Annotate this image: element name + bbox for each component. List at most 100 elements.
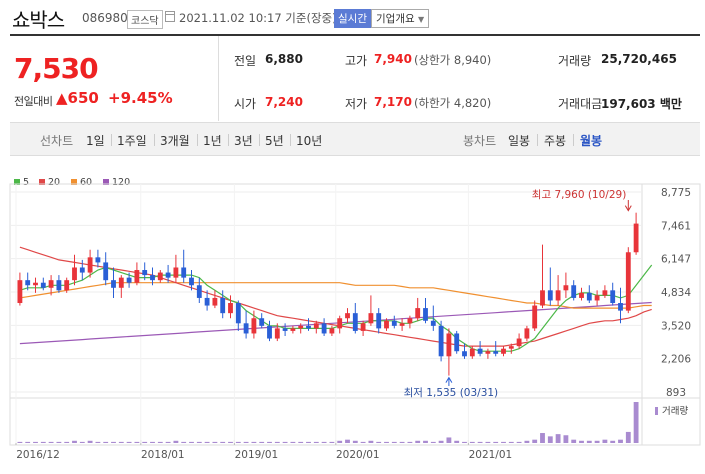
- volume-bar: [399, 441, 405, 443]
- candle-body: [391, 320, 397, 326]
- candle-body: [87, 257, 93, 273]
- volume-bar: [306, 441, 311, 443]
- volume-bar: [446, 437, 452, 443]
- period-1w[interactable]: 1주일: [117, 134, 147, 148]
- x-tick-label: 2019/01: [235, 449, 279, 461]
- open-label: 시가: [234, 97, 257, 111]
- volume-bar: [391, 441, 397, 443]
- legend-ma60-label: 60: [80, 177, 93, 188]
- low-label: 저가: [345, 97, 368, 111]
- candle-monthly[interactable]: 월봉: [580, 134, 603, 148]
- volume-bar: [220, 441, 226, 443]
- ma60-line: [19, 282, 652, 309]
- trade-value-label: 거래대금: [558, 97, 603, 111]
- ma20-line: [19, 246, 652, 347]
- volume-bar: [40, 441, 46, 443]
- high-label: 고가: [345, 54, 368, 68]
- chevron-down-icon: ▼: [417, 15, 425, 24]
- volume-bar: [274, 441, 280, 443]
- candle-body: [563, 285, 569, 291]
- volume-bar: [579, 440, 584, 443]
- volume-bar: [501, 441, 506, 443]
- candle-body: [251, 318, 257, 334]
- x-tick-label: 2021/01: [469, 449, 513, 461]
- candle-body: [290, 328, 296, 331]
- volume-bar: [165, 441, 171, 443]
- candle-body: [321, 323, 327, 334]
- volume-bar: [625, 431, 631, 443]
- volume-bar: [524, 440, 530, 443]
- volume-bar: [157, 441, 163, 443]
- divider: [259, 134, 260, 146]
- candle-body: [220, 297, 226, 314]
- candle-body: [95, 257, 101, 263]
- y-tick-label: 4,834: [661, 287, 691, 299]
- volume-bar: [56, 441, 62, 443]
- y-tick-label: 893: [666, 387, 686, 399]
- period-1d[interactable]: 1일: [86, 134, 105, 148]
- volume-bar: [415, 440, 421, 443]
- price-change-pct: +9.45%: [108, 89, 173, 107]
- quote-datetime: 2021.11.02 10:17 기준(장중): [179, 11, 337, 25]
- company-overview-dropdown[interactable]: 기업개요 ▼: [371, 9, 430, 28]
- volume-bar: [477, 441, 483, 443]
- volume-bar: [493, 441, 499, 443]
- candle-body: [540, 290, 545, 306]
- realtime-button[interactable]: 실시간: [334, 9, 371, 28]
- volume-bar: [181, 441, 187, 443]
- candle-body: [142, 270, 148, 276]
- low-value: 7,170: [374, 95, 412, 109]
- period-5y[interactable]: 5년: [265, 134, 284, 148]
- period-1y[interactable]: 1년: [203, 134, 222, 148]
- candle-body: [212, 297, 218, 306]
- quote-divider: [218, 36, 219, 121]
- max-annotation: 최고 7,960 (10/29): [532, 189, 627, 201]
- candle-body: [493, 351, 499, 354]
- candle-body: [625, 252, 631, 311]
- candle-body: [40, 282, 46, 288]
- legend-ma20-label: 20: [48, 177, 61, 188]
- period-toolbar: 선차트 1일 1주일 3개월 1년 3년 5년 10년 봉차트 일봉 주봉 월봉: [10, 122, 700, 156]
- stock-name: 쇼박스: [12, 8, 65, 32]
- volume-bar: [243, 441, 249, 443]
- divider: [197, 134, 198, 146]
- volume-bar: [134, 441, 140, 443]
- candle-body: [602, 290, 608, 296]
- candle-body: [64, 280, 70, 291]
- candle-body: [204, 297, 210, 306]
- legend-ma60: 60: [71, 177, 92, 188]
- candle-body: [282, 328, 288, 331]
- volume-bar: [33, 441, 38, 443]
- legend-ma120: 120: [103, 177, 130, 188]
- candle-body: [345, 313, 350, 319]
- candle-body: [48, 280, 54, 288]
- candle-weekly[interactable]: 주봉: [544, 134, 567, 148]
- volume-bar: [173, 440, 179, 443]
- candle-body: [329, 328, 335, 334]
- candle-body: [407, 318, 413, 324]
- candle-body: [360, 323, 366, 331]
- volume-bar: [555, 434, 561, 443]
- volume-bar: [516, 441, 522, 443]
- volume-bar: [212, 441, 218, 443]
- volume-bar: [352, 440, 358, 443]
- x-tick-label: 2018/01: [141, 449, 185, 461]
- candle-body: [150, 275, 155, 281]
- volume-bar: [259, 441, 265, 443]
- candle-daily[interactable]: 일봉: [508, 134, 531, 148]
- volume-bar: [423, 440, 428, 443]
- period-10y[interactable]: 10년: [296, 134, 323, 148]
- x-tick-label: 2016/12: [16, 449, 60, 461]
- volume-bar: [290, 441, 296, 443]
- period-3m[interactable]: 3개월: [160, 134, 190, 148]
- candle-body: [423, 308, 428, 321]
- period-3y[interactable]: 3년: [234, 134, 253, 148]
- divider: [154, 134, 155, 146]
- candle-body: [134, 270, 140, 283]
- candle-body: [618, 303, 623, 311]
- candle-body: [259, 318, 265, 326]
- volume-bar: [438, 440, 444, 443]
- candle-body: [337, 318, 343, 329]
- volume-bar: [313, 441, 319, 443]
